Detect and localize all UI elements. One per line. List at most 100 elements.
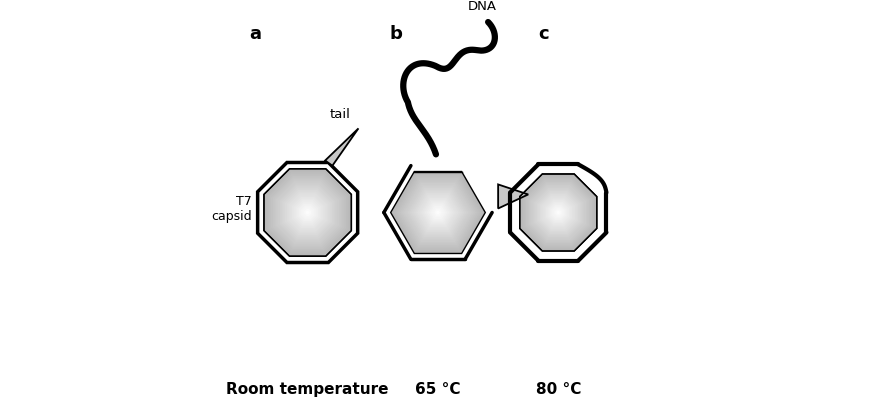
Polygon shape: [392, 174, 483, 252]
Polygon shape: [269, 175, 346, 252]
Polygon shape: [538, 193, 578, 233]
Polygon shape: [396, 177, 480, 249]
Polygon shape: [431, 206, 445, 220]
Polygon shape: [434, 210, 442, 216]
Polygon shape: [425, 202, 451, 224]
Polygon shape: [498, 185, 528, 209]
Polygon shape: [391, 172, 485, 254]
Polygon shape: [268, 173, 348, 253]
Polygon shape: [293, 199, 322, 227]
Polygon shape: [281, 187, 334, 239]
Polygon shape: [278, 183, 337, 243]
Polygon shape: [546, 201, 571, 225]
Polygon shape: [531, 185, 586, 241]
Polygon shape: [264, 169, 351, 256]
Polygon shape: [531, 185, 586, 241]
Polygon shape: [548, 202, 569, 224]
Polygon shape: [549, 204, 567, 222]
Polygon shape: [288, 194, 326, 232]
Polygon shape: [421, 198, 455, 228]
Polygon shape: [533, 188, 583, 237]
Polygon shape: [535, 190, 582, 236]
Polygon shape: [428, 205, 448, 221]
Polygon shape: [391, 172, 485, 254]
Polygon shape: [434, 210, 442, 216]
Polygon shape: [527, 182, 589, 244]
Polygon shape: [436, 211, 440, 215]
Polygon shape: [544, 199, 572, 227]
Polygon shape: [419, 197, 457, 229]
Polygon shape: [402, 182, 474, 244]
Polygon shape: [527, 182, 589, 244]
Polygon shape: [537, 192, 580, 235]
Polygon shape: [411, 190, 465, 236]
Polygon shape: [543, 197, 574, 228]
Polygon shape: [543, 197, 574, 228]
Polygon shape: [540, 195, 577, 231]
Polygon shape: [521, 176, 595, 250]
Polygon shape: [302, 208, 313, 218]
Polygon shape: [436, 211, 440, 215]
Text: 80 °C: 80 °C: [535, 382, 581, 396]
Polygon shape: [541, 196, 575, 230]
Polygon shape: [417, 195, 458, 231]
Polygon shape: [277, 182, 339, 244]
Polygon shape: [402, 182, 474, 244]
Polygon shape: [550, 205, 566, 221]
Polygon shape: [554, 209, 563, 218]
Polygon shape: [404, 183, 472, 242]
Polygon shape: [401, 180, 475, 246]
Polygon shape: [546, 201, 571, 225]
Polygon shape: [398, 179, 478, 247]
Polygon shape: [266, 171, 350, 255]
Polygon shape: [283, 189, 332, 237]
Polygon shape: [555, 210, 561, 216]
Polygon shape: [552, 207, 565, 219]
Polygon shape: [398, 179, 478, 247]
Polygon shape: [523, 178, 594, 248]
Polygon shape: [428, 205, 448, 221]
Polygon shape: [264, 169, 351, 256]
Polygon shape: [538, 193, 578, 233]
Polygon shape: [306, 211, 310, 215]
Polygon shape: [548, 202, 569, 224]
Polygon shape: [549, 204, 567, 222]
Polygon shape: [538, 193, 578, 233]
Polygon shape: [527, 182, 589, 244]
Polygon shape: [290, 195, 326, 230]
Polygon shape: [275, 180, 341, 246]
Polygon shape: [523, 178, 594, 248]
Polygon shape: [406, 185, 470, 241]
Polygon shape: [293, 199, 322, 227]
Polygon shape: [552, 207, 565, 219]
Text: b: b: [390, 25, 402, 43]
Polygon shape: [292, 197, 324, 229]
Polygon shape: [401, 180, 475, 246]
Polygon shape: [425, 202, 451, 224]
Polygon shape: [533, 188, 583, 237]
Polygon shape: [306, 211, 310, 215]
Polygon shape: [301, 206, 315, 220]
Text: DNA: DNA: [468, 0, 497, 13]
Polygon shape: [431, 206, 445, 220]
Polygon shape: [523, 178, 594, 248]
Polygon shape: [286, 192, 328, 234]
Polygon shape: [529, 184, 588, 242]
Polygon shape: [521, 176, 595, 250]
Polygon shape: [516, 170, 601, 256]
Polygon shape: [302, 208, 313, 218]
Polygon shape: [426, 203, 450, 223]
Polygon shape: [557, 211, 560, 214]
Polygon shape: [423, 200, 453, 226]
Polygon shape: [423, 200, 453, 226]
Polygon shape: [278, 183, 337, 243]
Polygon shape: [391, 172, 485, 254]
Polygon shape: [290, 195, 326, 230]
Polygon shape: [533, 187, 584, 239]
Polygon shape: [269, 175, 346, 252]
Polygon shape: [264, 169, 351, 256]
Polygon shape: [394, 176, 482, 251]
Polygon shape: [537, 192, 580, 235]
Polygon shape: [391, 172, 485, 254]
Polygon shape: [540, 195, 577, 231]
